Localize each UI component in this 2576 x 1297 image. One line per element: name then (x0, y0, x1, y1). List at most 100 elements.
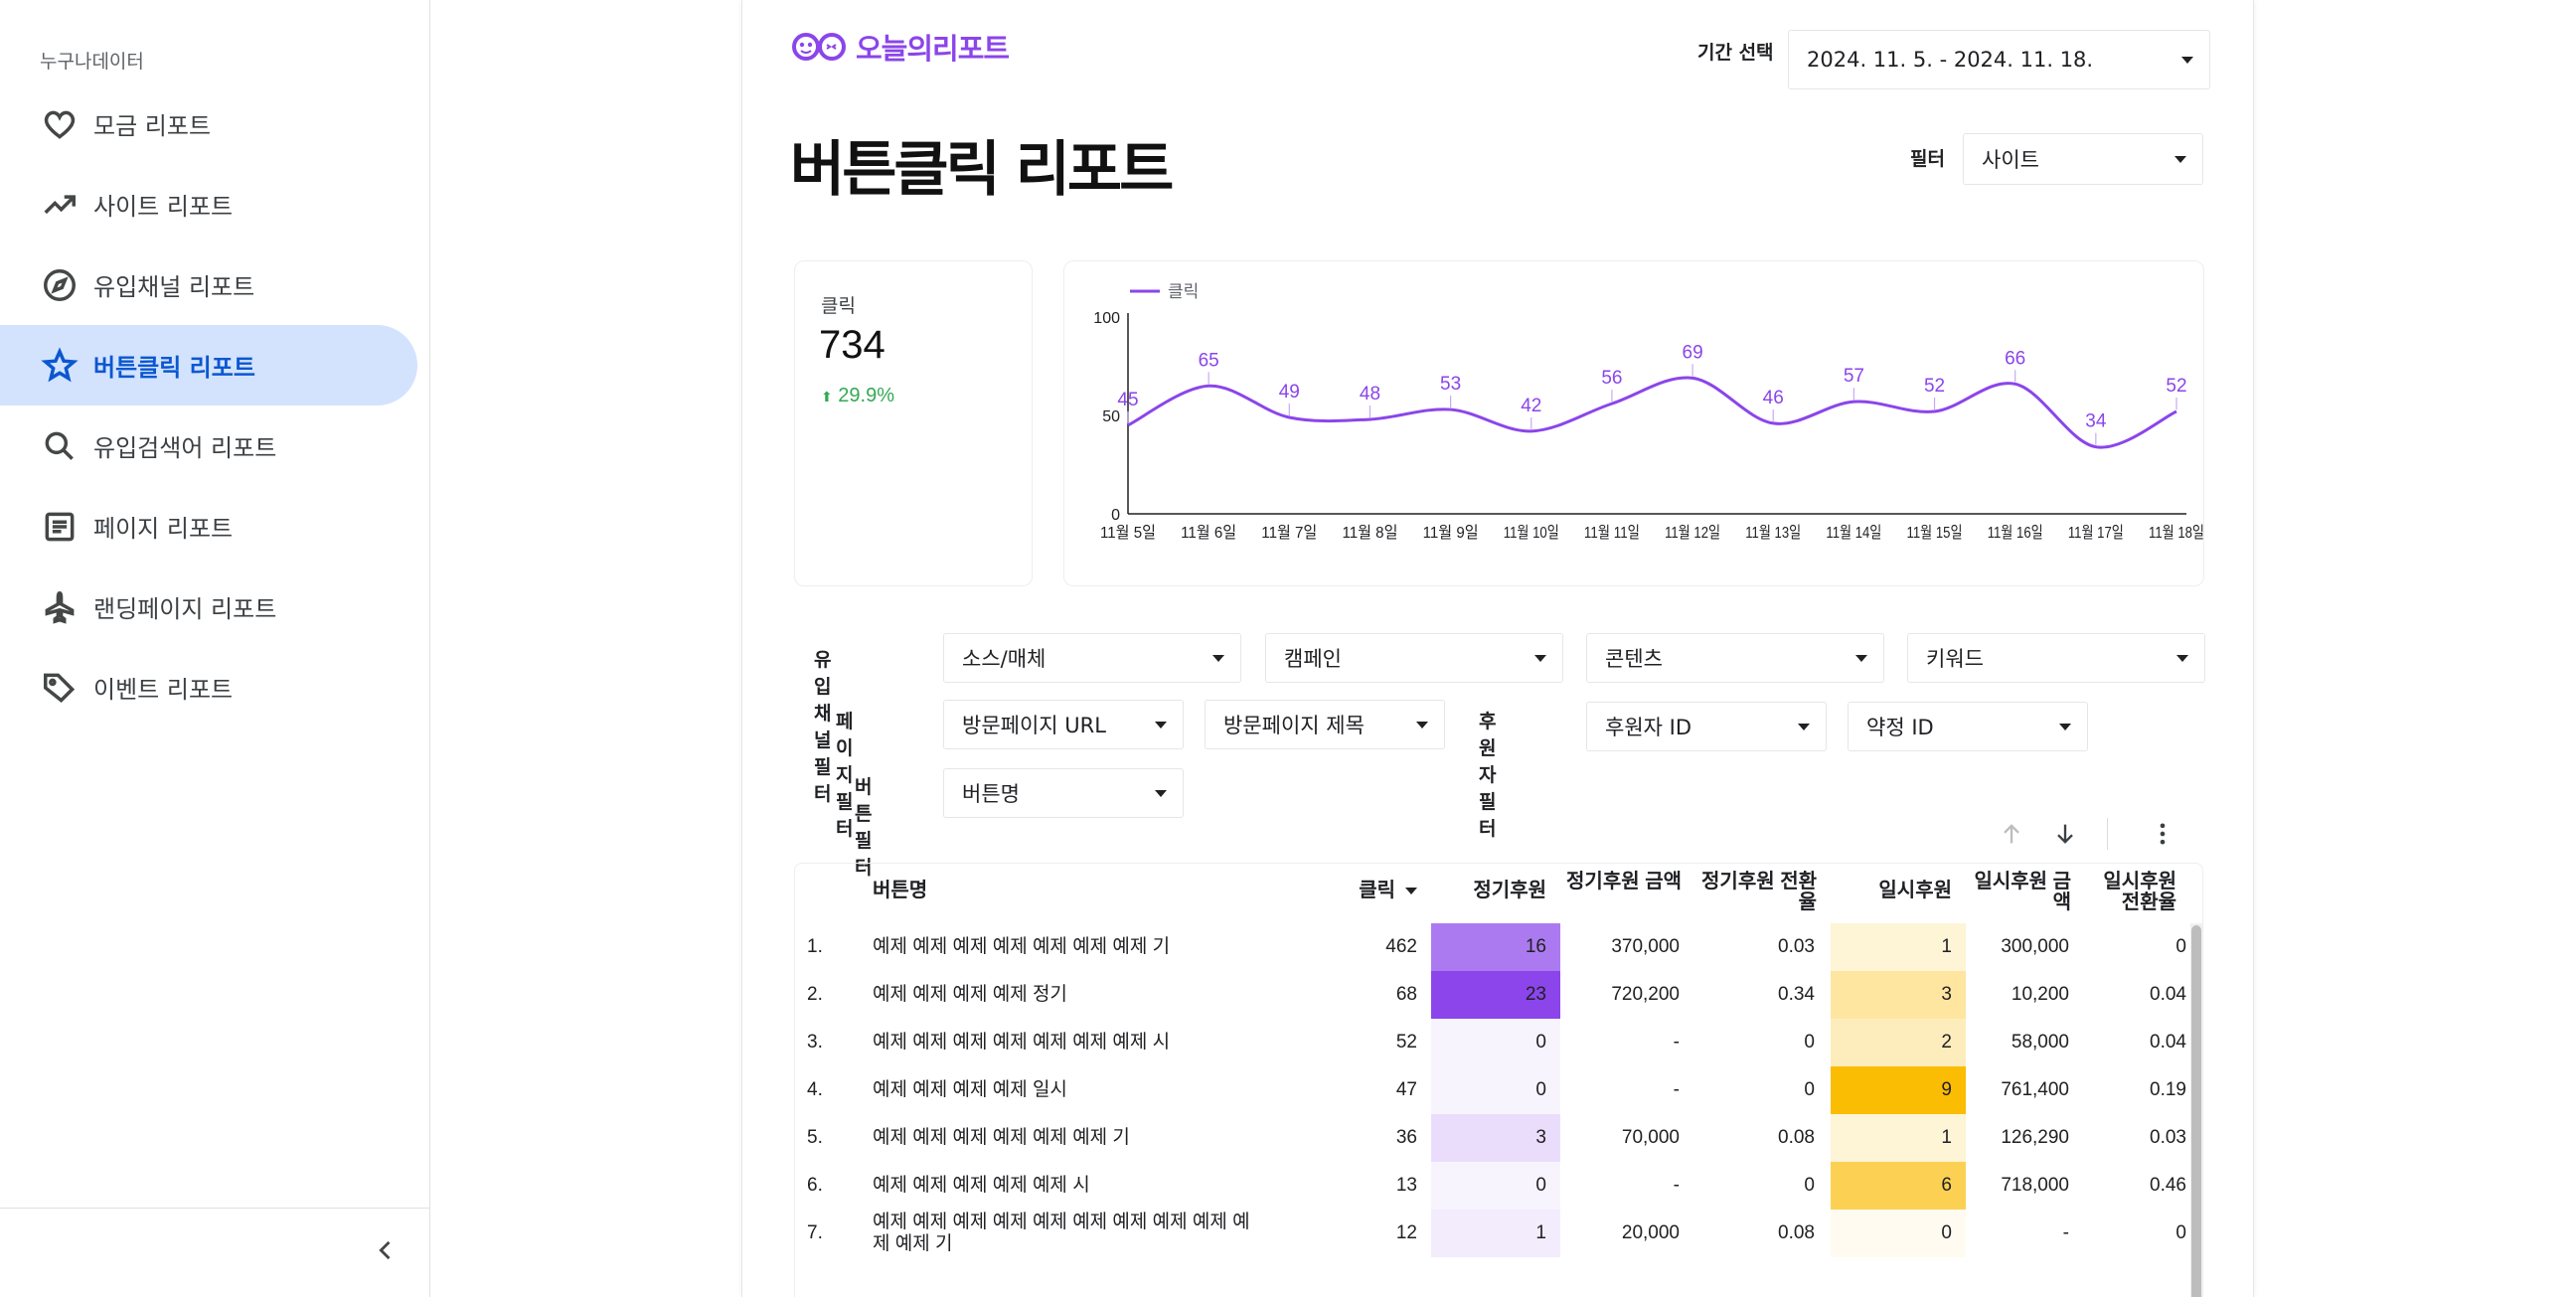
cell-onetime-amount: 126,290 (2001, 1127, 2069, 1148)
content-dropdown[interactable]: 콘텐츠 (1586, 633, 1884, 683)
cell-onetime: 0 (1831, 1210, 1966, 1257)
donor-id-dropdown[interactable]: 후원자 ID (1586, 702, 1827, 751)
pledge-id-dropdown[interactable]: 약정 ID (1848, 702, 2088, 751)
cell-clicks: 68 (1395, 984, 1417, 1005)
landing-title-dropdown-value: 방문페이지 제목 (1223, 714, 1365, 737)
donor-id-dropdown-value: 후원자 ID (1605, 716, 1691, 739)
table-row[interactable]: 5. 예제 예제 예제 예제 예제 예제 기 36 3 70,000 0.08 1 126,2… (795, 1114, 2202, 1162)
row-rank: 2. (807, 984, 823, 1005)
campaign-dropdown-value: 캠페인 (1284, 647, 1342, 671)
source-medium-dropdown[interactable]: 소스/매체 (943, 633, 1241, 683)
star-icon (40, 346, 80, 386)
cell-onetime-rate: 0.04 (2150, 1032, 2186, 1053)
sidebar-item-compass[interactable]: 유입채널 리포트 (0, 244, 417, 325)
table-row[interactable]: 2. 예제 예제 예제 예제 정기 68 23 720,200 0.34 3 10,200 0.… (795, 971, 2202, 1019)
series-line-clicks (1127, 376, 2177, 449)
row-rank: 5. (807, 1127, 823, 1148)
table-scrollbar-thumb[interactable] (2191, 925, 2201, 1297)
chevron-down-icon (1155, 789, 1167, 797)
y-tick-label: 50 (1102, 408, 1120, 425)
table-row[interactable]: 6. 예제 예제 예제 예제 예제 시 13 0-0 6 718,000 0.46 (795, 1162, 2202, 1210)
org-name: 누구나데이터 (40, 51, 144, 73)
cell-button-name: 예제 예제 예제 예제 예제 예제 예제 기 (873, 936, 1171, 957)
more-options-button[interactable] (2143, 814, 2182, 854)
article-icon (40, 507, 80, 547)
scorecard-value: 734 (819, 323, 886, 367)
site-filter-dropdown[interactable]: 사이트 (1963, 133, 2203, 185)
cell-onetime-rate: 0.19 (2150, 1079, 2186, 1100)
col-button-name-header[interactable]: 버튼명 (873, 881, 1270, 901)
cell-onetime-amount: 58,000 (2011, 1032, 2069, 1053)
table-row[interactable]: 4. 예제 예제 예제 예제 일시 47 0-0 9 761,400 0.19 (795, 1066, 2202, 1114)
col-regular-rate-header[interactable]: 정기후원 전환율 (1695, 872, 1817, 913)
button-filter-label: 버튼 필터 (855, 776, 873, 879)
move-up-button[interactable] (1992, 814, 2031, 854)
period-dropdown[interactable]: 2024. 11. 5. - 2024. 11. 18. (1788, 30, 2210, 89)
col-clicks-header[interactable]: 클릭 (1270, 881, 1417, 901)
row-rank: 3. (807, 1032, 823, 1053)
move-down-button[interactable] (2045, 814, 2085, 854)
cell-regular: 1 (1431, 1210, 1560, 1257)
sidebar-item-article[interactable]: 페이지 리포트 (0, 486, 417, 567)
click-line-chart: 클릭 0 50 100 11월 5일 11월 6일 11월 7일 11월 8일 11월 9일 11… (1063, 260, 2204, 586)
collapse-sidebar-button[interactable] (368, 1232, 403, 1268)
col-onetime-header[interactable]: 일시후원 (1831, 881, 1952, 901)
click-scorecard: 클릭 734 ⬆ 29.9% (794, 260, 1033, 586)
landing-url-dropdown[interactable]: 방문페이지 URL (943, 700, 1184, 749)
column-header-label: 정기후원 금액 (1566, 871, 1682, 892)
row-rank: 7. (807, 1222, 823, 1243)
toolbar-divider (2107, 818, 2108, 850)
chevron-down-icon (2176, 654, 2188, 662)
col-onetime-amount-header[interactable]: 일시후원 금액 (1966, 872, 2071, 913)
landing-title-dropdown[interactable]: 방문페이지 제목 (1205, 700, 1445, 749)
sidebar-item-tag[interactable]: 이벤트 리포트 (0, 647, 417, 728)
cell-onetime-amount: 10,200 (2011, 984, 2069, 1005)
data-label: 66 (2005, 348, 2025, 369)
cell-button-name: 예제 예제 예제 예제 예제 시 (873, 1175, 1090, 1196)
cell-onetime: 1 (1831, 923, 1966, 971)
logo-text: 오늘의리포트 (856, 32, 1010, 66)
col-onetime-rate-header[interactable]: 일시후원 전환율 (2085, 872, 2176, 913)
legend-label: 클릭 (1168, 282, 1199, 302)
campaign-dropdown[interactable]: 캠페인 (1265, 633, 1563, 683)
x-tick-label: 11월 18일 (2149, 524, 2204, 542)
col-regular-header[interactable]: 정기후원 (1431, 881, 1546, 901)
x-tick-label: 11월 12일 (1665, 524, 1720, 542)
table-row[interactable]: 7. 예제 예제 예제 예제 예제 예제 예제 예제 예제 예제 예제 기 12 1 2… (795, 1210, 2202, 1257)
cell-clicks: 36 (1395, 1127, 1417, 1148)
report-canvas: 오늘의리포트 기간 선택 2024. 11. 5. - 2024. 11. 18… (741, 0, 2254, 1297)
keyword-dropdown[interactable]: 키워드 (1907, 633, 2205, 683)
cell-regular-amount: 720,200 (1611, 984, 1680, 1005)
heart-icon (40, 104, 80, 144)
sidebar-item-airplane[interactable]: 랜딩페이지 리포트 (0, 567, 417, 647)
sidebar-item-label: 사이트 리포트 (93, 193, 234, 221)
x-tick-label: 11월 11일 (1584, 524, 1640, 542)
cell-clicks: 52 (1395, 1032, 1417, 1053)
site-filter-value: 사이트 (1982, 148, 2039, 172)
data-label: 56 (1601, 368, 1622, 389)
button-name-dropdown[interactable]: 버튼명 (943, 768, 1184, 818)
sidebar-item-trending-up[interactable]: 사이트 리포트 (0, 164, 417, 244)
arrow-up-icon (2004, 824, 2019, 844)
cell-regular-amount: - (1673, 1032, 1680, 1053)
column-header-label: 정기후원 (1473, 880, 1546, 901)
arrow-up-small-icon: ⬆ (821, 389, 833, 405)
trending-up-icon (40, 185, 80, 225)
airplane-icon (40, 587, 80, 627)
data-label: 69 (1683, 342, 1703, 363)
sidebar-item-star[interactable]: 버튼클릭 리포트 (0, 325, 417, 405)
x-tick-label: 11월 16일 (1988, 524, 2043, 542)
x-tick-label: 11월 6일 (1181, 524, 1236, 542)
x-tick-label: 11월 8일 (1342, 524, 1397, 542)
sidebar-item-search[interactable]: 유입검색어 리포트 (0, 405, 417, 486)
table-row[interactable]: 1. 예제 예제 예제 예제 예제 예제 예제 기 462 16 370,000 0.03… (795, 923, 2202, 971)
col-regular-amount-header[interactable]: 정기후원 금액 (1560, 872, 1682, 892)
sidebar-item-label: 이벤트 리포트 (93, 676, 234, 704)
donor-filter-label: 후원자 필터 (1479, 711, 1497, 840)
data-label: 53 (1440, 374, 1461, 395)
cell-regular-amount: - (1673, 1175, 1680, 1196)
cell-regular: 0 (1431, 1019, 1560, 1066)
source-medium-dropdown-value: 소스/매체 (962, 647, 1046, 671)
sidebar-item-heart[interactable]: 모금 리포트 (0, 83, 417, 164)
table-row[interactable]: 3. 예제 예제 예제 예제 예제 예제 예제 시 52 0-0 2 58,000 0.04 (795, 1019, 2202, 1066)
